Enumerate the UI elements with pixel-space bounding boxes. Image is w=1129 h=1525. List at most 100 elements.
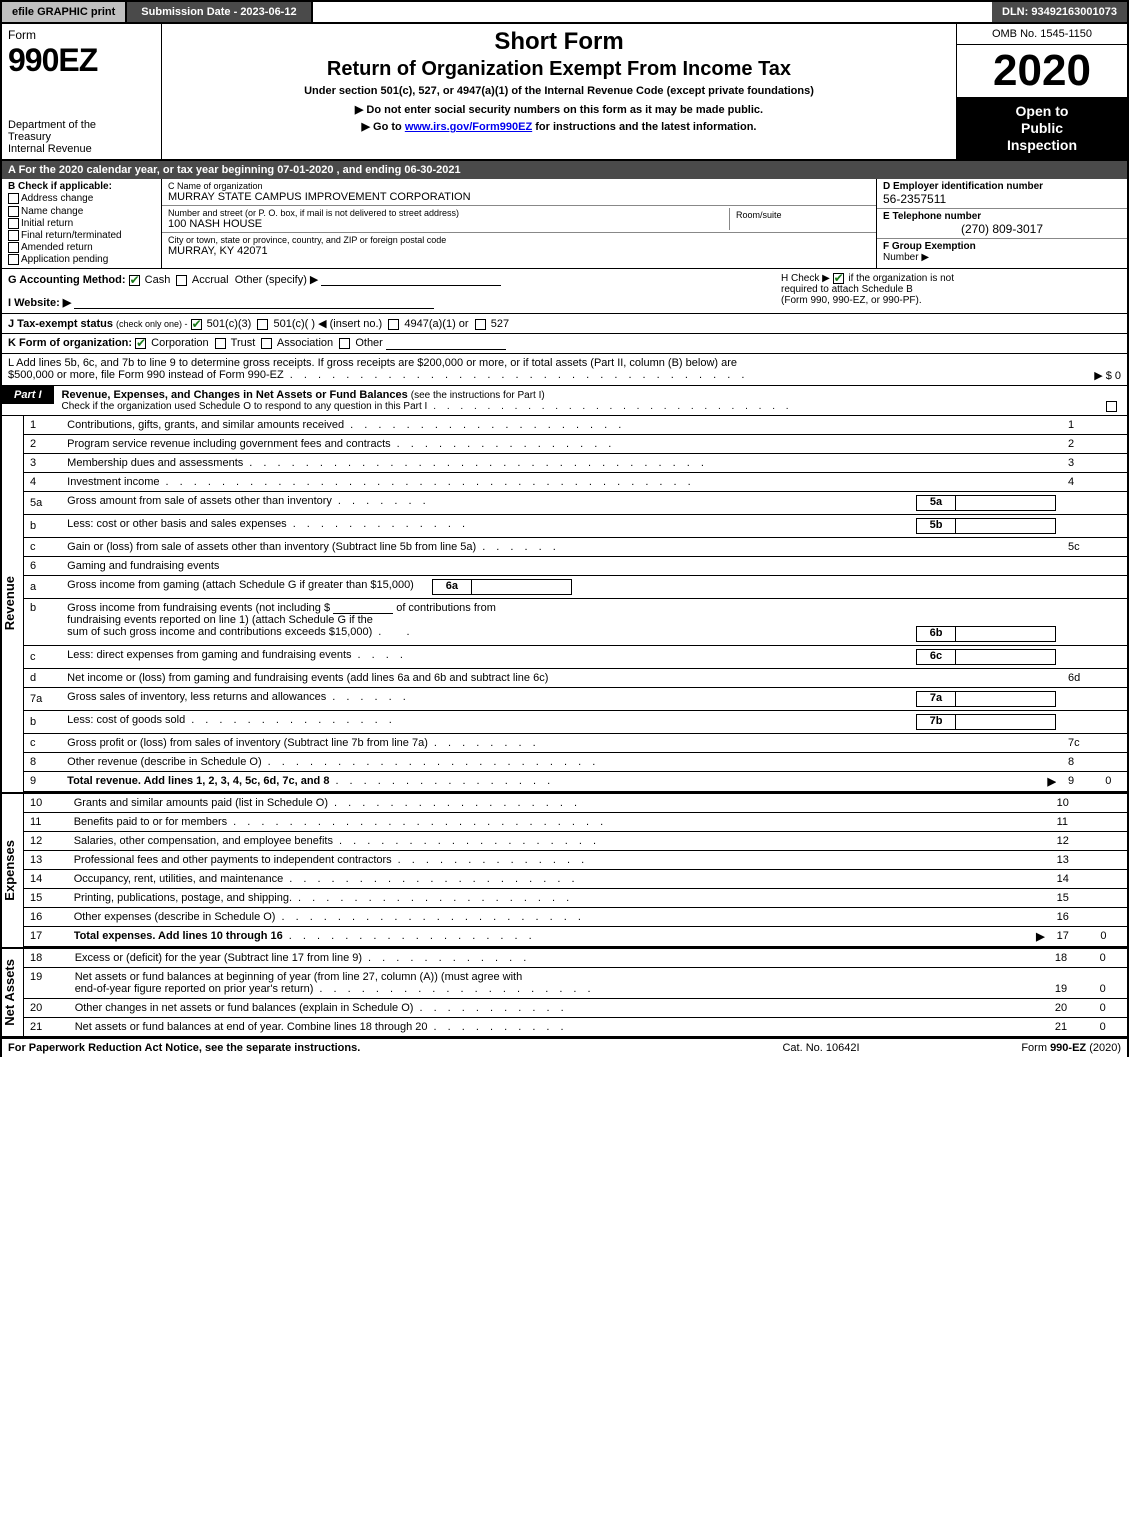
line-val <box>1099 752 1127 771</box>
line-5b: bLess: cost or other basis and sales exp… <box>24 514 1127 537</box>
line-rnum: 14 <box>1051 869 1095 888</box>
line-num: 16 <box>24 907 68 926</box>
opt-label: Trust <box>231 337 256 349</box>
line-h: H Check ▶ if the organization is not req… <box>781 273 1121 309</box>
line-rnum: 6d <box>1062 668 1099 687</box>
line-num: 18 <box>24 949 69 968</box>
check-application-pending[interactable]: Application pending <box>8 254 155 265</box>
check-schedule-o[interactable] <box>1106 401 1117 412</box>
dots: . . . . . . . . <box>428 737 1056 749</box>
line-rnum: 3 <box>1062 453 1099 472</box>
check-final-return[interactable]: Final return/terminated <box>8 230 155 241</box>
check-label: Application pending <box>21 254 108 265</box>
dots: . . . . . . <box>476 541 1056 553</box>
box-c: C Name of organization MURRAY STATE CAMP… <box>162 179 877 268</box>
check-accrual[interactable] <box>176 275 187 286</box>
expenses-section: Expenses 10Grants and similar amounts pa… <box>0 792 1129 947</box>
line-14: 14Occupancy, rent, utilities, and mainte… <box>24 869 1127 888</box>
line-num: 7a <box>24 687 61 710</box>
line-17: 17Total expenses. Add lines 10 through 1… <box>24 926 1127 946</box>
line-val <box>1099 668 1127 687</box>
shade-cell <box>1099 556 1127 575</box>
check-501c3[interactable] <box>191 319 202 330</box>
line-desc: Professional fees and other payments to … <box>74 854 392 866</box>
mid-box: 5b <box>916 518 956 534</box>
amount-input[interactable] <box>333 602 393 614</box>
line-num: 5a <box>24 491 61 514</box>
submission-date: Submission Date - 2023-06-12 <box>127 2 312 22</box>
line-desc: Printing, publications, postage, and shi… <box>74 892 292 904</box>
instruction-2: ▶ Go to www.irs.gov/Form990EZ for instru… <box>170 120 948 133</box>
line-desc: fundraising events reported on line 1) (… <box>67 614 373 626</box>
instr2-prefix: ▶ Go to <box>362 121 405 133</box>
part-1-subtitle: (see the instructions for Part I) <box>411 390 545 401</box>
check-association[interactable] <box>261 338 272 349</box>
dots: . . . . . . . . . . . . . . . . . . <box>328 797 1045 809</box>
line-num: 13 <box>24 850 68 869</box>
shade-cell <box>1062 598 1099 645</box>
shade-cell <box>1099 575 1127 598</box>
line-num: b <box>24 598 61 645</box>
box-b-label: B Check if applicable: <box>8 181 155 192</box>
box-b: B Check if applicable: Address change Na… <box>2 179 162 268</box>
check-527[interactable] <box>475 319 486 330</box>
line-10: 10Grants and similar amounts paid (list … <box>24 794 1127 813</box>
shade-cell <box>1062 710 1099 733</box>
line-rnum: 18 <box>1049 949 1094 968</box>
dln-number: DLN: 93492163001073 <box>992 2 1127 22</box>
line-val <box>1094 850 1127 869</box>
line-val <box>1094 831 1127 850</box>
irs-link[interactable]: www.irs.gov/Form990EZ <box>405 121 532 133</box>
check-address-change[interactable]: Address change <box>8 193 155 204</box>
ein-value: 56-2357511 <box>883 192 1121 206</box>
line-rnum: 21 <box>1049 1017 1094 1036</box>
mid-val <box>956 495 1056 511</box>
opt-label: Association <box>277 337 333 349</box>
check-trust[interactable] <box>215 338 226 349</box>
check-initial-return[interactable]: Initial return <box>8 218 155 229</box>
website-input[interactable] <box>74 297 434 309</box>
phone-label: E Telephone number <box>883 211 1121 222</box>
line-num: 1 <box>24 416 61 435</box>
check-corporation[interactable] <box>135 338 146 349</box>
part-1-tab: Part I <box>2 386 54 404</box>
check-amended-return[interactable]: Amended return <box>8 242 155 253</box>
line-val <box>1099 537 1127 556</box>
opt-label: Other <box>355 337 383 349</box>
mid-box: 5a <box>916 495 956 511</box>
check-other-org[interactable] <box>339 338 350 349</box>
check-cash[interactable] <box>129 275 140 286</box>
check-name-change[interactable]: Name change <box>8 206 155 217</box>
line-val <box>1094 888 1127 907</box>
other-org-input[interactable] <box>386 338 506 350</box>
check-schedule-b[interactable] <box>833 273 844 284</box>
tax-period-row: A For the 2020 calendar year, or tax yea… <box>0 161 1129 179</box>
accrual-label: Accrual <box>192 274 229 286</box>
check-501c[interactable] <box>257 319 268 330</box>
line-4: 4Investment income. . . . . . . . . . . … <box>24 472 1127 491</box>
line-5c: cGain or (loss) from sale of assets othe… <box>24 537 1127 556</box>
line-16: 16Other expenses (describe in Schedule O… <box>24 907 1127 926</box>
line-6b-desc: Gross income from fundraising events (no… <box>61 598 1062 645</box>
check-label: Initial return <box>21 218 73 229</box>
arrow-icon: ▶ <box>1048 775 1056 788</box>
shade-cell <box>1099 687 1127 710</box>
other-specify-input[interactable] <box>321 274 501 286</box>
line-3: 3Membership dues and assessments. . . . … <box>24 453 1127 472</box>
line-rnum: 9 <box>1062 771 1099 791</box>
line-val <box>1099 472 1127 491</box>
street-row: Number and street (or P. O. box, if mail… <box>162 206 876 233</box>
line-9: 9Total revenue. Add lines 1, 2, 3, 4, 5c… <box>24 771 1127 791</box>
line-num: 3 <box>24 453 61 472</box>
dots: . . . . . . . . . . . . . . . . . . . . … <box>227 816 1044 828</box>
mid-val <box>956 649 1056 665</box>
efile-print-button[interactable]: efile GRAPHIC print <box>2 2 127 22</box>
line-g-label: G Accounting Method: <box>8 274 126 286</box>
dots: . . . . . . . . . . . . . . . . . . . . … <box>160 476 1057 488</box>
check-4947[interactable] <box>388 319 399 330</box>
mid-val <box>956 518 1056 534</box>
expenses-label: Expenses <box>2 840 23 901</box>
line-rnum: 2 <box>1062 434 1099 453</box>
line-num: a <box>24 575 61 598</box>
line-val: 0 <box>1094 949 1127 968</box>
